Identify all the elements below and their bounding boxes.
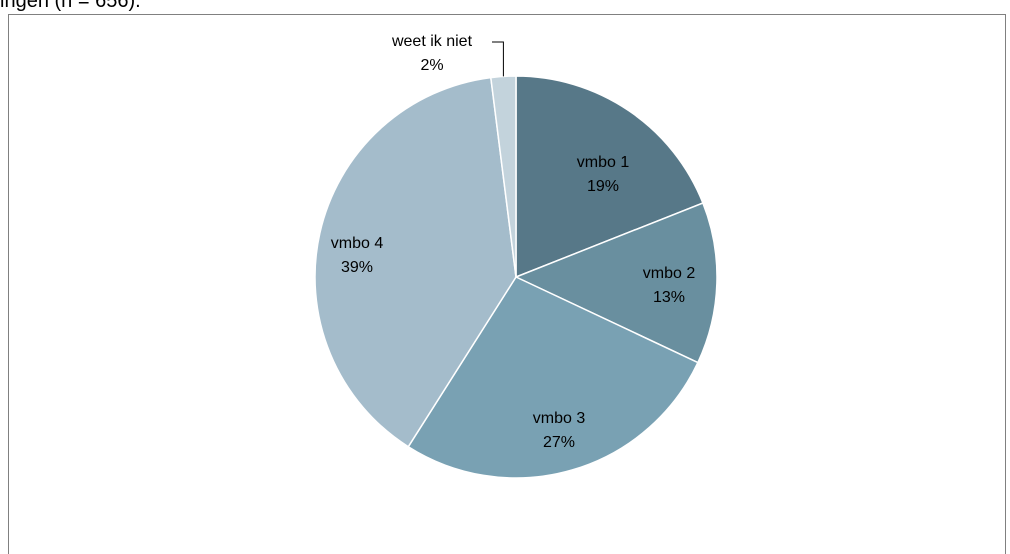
slice-percent-vmbo-2: 13%: [653, 289, 685, 306]
pie-slice-vmbo-2: [514, 202, 718, 364]
slice-label-vmbo-4: vmbo 4: [331, 235, 384, 252]
leader-line-weet-ik-niet: [492, 41, 504, 77]
slice-label-vmbo-3: vmbo 3: [533, 410, 586, 427]
pie-slice-vmbo-3: [407, 276, 699, 479]
slice-percent-vmbo-4: 39%: [341, 259, 373, 276]
slice-percent-weet-ik-niet: 2%: [420, 57, 443, 74]
pie-chart: vmbo 1 19% vmbo 2 13% vmbo 3 27% vmbo 4 39% weet…: [314, 33, 718, 479]
caption-fragment: ingen (n = 656).: [0, 0, 141, 12]
slice-percent-vmbo-1: 19%: [587, 178, 619, 195]
slice-label-vmbo-2: vmbo 2: [643, 265, 696, 282]
pie-slice-vmbo-4: [314, 76, 517, 448]
pie-slice-vmbo-1: [515, 75, 704, 279]
slice-label-weet-ik-niet: weet ik niet: [391, 33, 473, 50]
slice-label-vmbo-1: vmbo 1: [577, 154, 630, 171]
chart-frame: [8, 14, 1006, 554]
slice-percent-vmbo-3: 27%: [543, 434, 575, 451]
